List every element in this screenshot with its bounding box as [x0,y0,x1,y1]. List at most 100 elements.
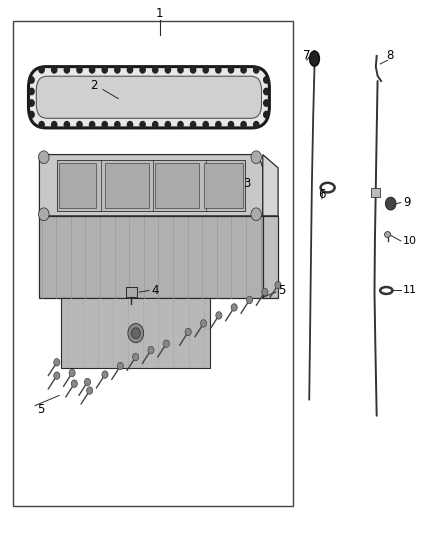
Circle shape [254,67,259,73]
Circle shape [262,288,268,296]
Circle shape [64,122,70,128]
Circle shape [117,362,124,370]
Circle shape [127,67,133,73]
Circle shape [264,100,269,106]
Circle shape [140,122,145,128]
Circle shape [178,67,183,73]
Text: 5: 5 [37,403,45,416]
Circle shape [241,67,246,73]
Circle shape [64,67,70,73]
Circle shape [39,67,44,73]
Circle shape [102,122,107,128]
Text: 1: 1 [156,7,164,20]
Text: 9: 9 [403,196,410,209]
Circle shape [54,372,60,379]
FancyBboxPatch shape [36,76,261,118]
Polygon shape [105,163,149,208]
Polygon shape [204,163,243,208]
Circle shape [29,77,34,83]
Polygon shape [59,163,96,208]
Bar [13,21,293,506]
Polygon shape [155,163,199,208]
Circle shape [254,122,259,128]
Circle shape [140,67,145,73]
Polygon shape [39,155,263,216]
Text: 10: 10 [403,236,417,246]
Circle shape [29,111,34,118]
Polygon shape [263,155,278,216]
Circle shape [165,67,170,73]
Circle shape [102,371,108,378]
Circle shape [241,122,246,128]
Polygon shape [371,188,380,197]
Circle shape [201,320,207,327]
Circle shape [39,151,49,164]
Circle shape [102,67,107,73]
Circle shape [264,77,269,83]
Circle shape [264,88,269,95]
Circle shape [231,304,237,311]
Circle shape [131,328,140,338]
Circle shape [178,122,183,128]
Polygon shape [57,160,245,211]
Polygon shape [61,298,210,368]
Circle shape [148,346,154,354]
Circle shape [87,387,93,394]
Text: 8: 8 [386,50,393,62]
Circle shape [133,353,139,361]
Circle shape [39,208,49,221]
Ellipse shape [380,287,392,294]
Circle shape [71,380,78,387]
Circle shape [247,296,253,304]
Circle shape [275,281,281,289]
Circle shape [54,359,60,366]
Circle shape [77,67,82,73]
Ellipse shape [385,231,391,238]
Circle shape [152,122,158,128]
Circle shape [264,111,269,118]
Circle shape [39,122,44,128]
Text: 3: 3 [243,177,251,190]
Circle shape [89,122,95,128]
Circle shape [228,67,233,73]
Ellipse shape [321,183,335,192]
Circle shape [69,369,75,377]
Circle shape [77,122,82,128]
Circle shape [163,340,170,348]
Circle shape [251,208,261,221]
Circle shape [29,88,34,95]
Circle shape [85,378,91,386]
Text: 4: 4 [151,284,159,297]
Circle shape [228,122,233,128]
Circle shape [385,197,396,210]
Text: 11: 11 [403,286,417,295]
Text: 6: 6 [318,188,326,201]
Circle shape [216,122,221,128]
Circle shape [216,67,221,73]
Circle shape [115,67,120,73]
Ellipse shape [310,51,319,66]
Text: 7: 7 [303,50,311,62]
Circle shape [152,67,158,73]
Circle shape [203,67,208,73]
Polygon shape [39,216,263,298]
FancyBboxPatch shape [28,67,269,128]
Circle shape [203,122,208,128]
Circle shape [115,122,120,128]
Text: 5: 5 [278,284,286,297]
Circle shape [251,151,261,164]
Circle shape [191,67,196,73]
Circle shape [191,122,196,128]
Circle shape [52,122,57,128]
Circle shape [216,312,222,319]
Circle shape [165,122,170,128]
Circle shape [128,324,144,343]
Circle shape [185,328,191,336]
Bar [126,287,137,297]
Circle shape [127,122,133,128]
Text: 2: 2 [90,79,98,92]
Circle shape [52,67,57,73]
Polygon shape [263,216,278,298]
Circle shape [29,100,34,106]
Circle shape [89,67,95,73]
